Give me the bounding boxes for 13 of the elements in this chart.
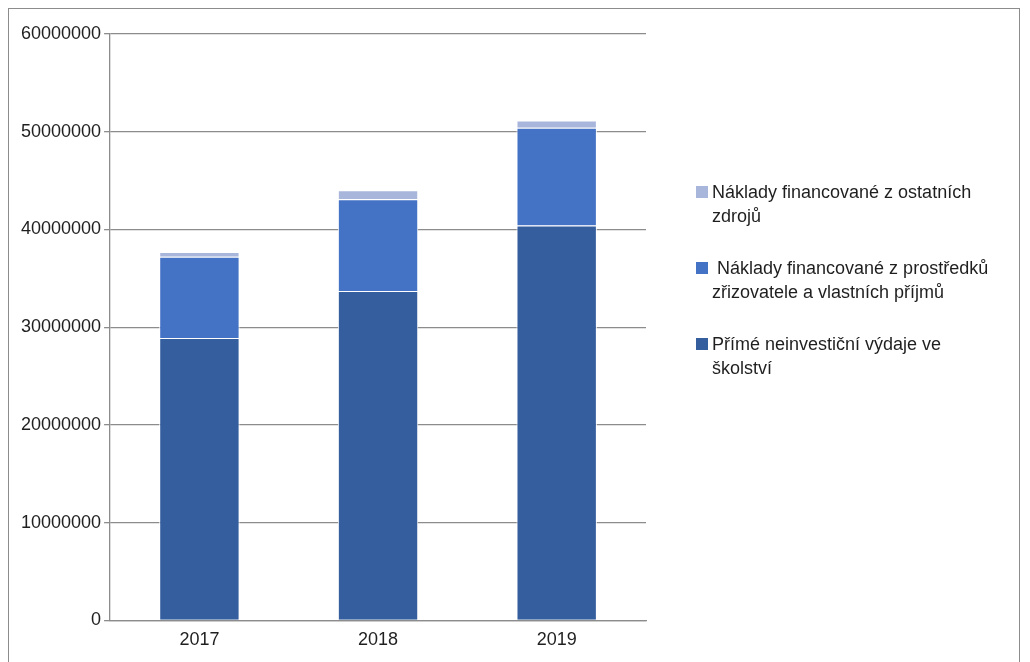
legend-label: Přímé neinvestiční výdaje ve školství <box>712 333 943 380</box>
x-tick-label: 2019 <box>536 629 577 650</box>
y-tick-label: 10000000 <box>20 511 102 532</box>
y-tick-label: 50000000 <box>20 120 102 141</box>
x-tick-label: 2017 <box>179 629 220 650</box>
legend-label: Náklady financované z ostatních zdrojů <box>712 181 973 228</box>
y-tick-label: 40000000 <box>20 218 102 239</box>
y-tick-label: 60000000 <box>20 22 102 43</box>
legend-label: Náklady financované z prostředků zřizovatele a vlastních příjmů <box>712 257 990 304</box>
x-tick-label: 2018 <box>358 629 399 650</box>
y-tick-label: 20000000 <box>20 413 102 434</box>
y-tick-label: 30000000 <box>20 316 102 337</box>
y-tick-label: 0 <box>91 609 102 630</box>
